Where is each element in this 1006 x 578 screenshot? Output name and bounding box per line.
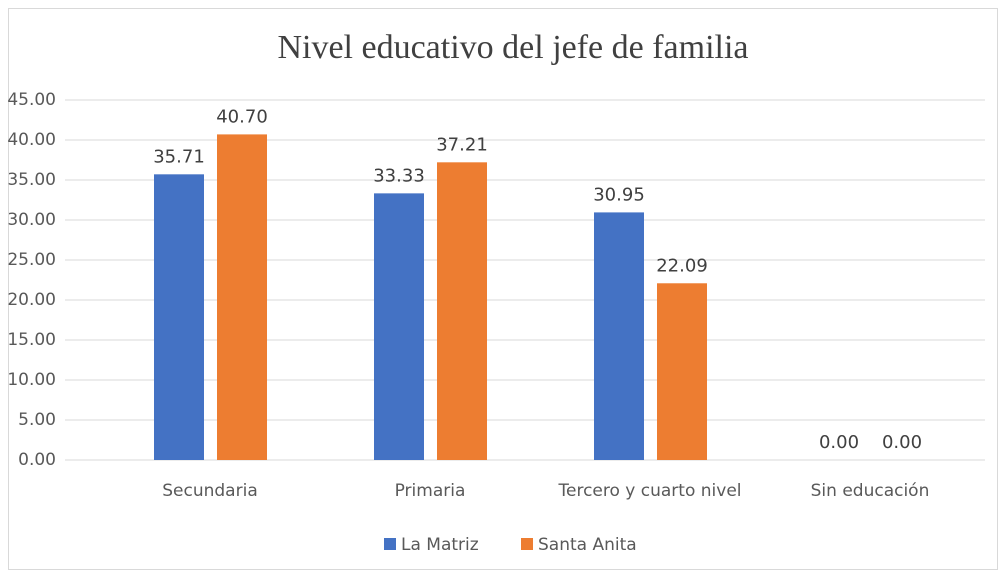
bar: [374, 193, 424, 461]
data-label: 37.21: [436, 134, 488, 155]
y-tick-label: 30.00: [7, 210, 56, 230]
data-label: 40.70: [216, 106, 268, 127]
data-label: 0.00: [882, 432, 922, 453]
y-tick-label: 40.00: [7, 130, 56, 150]
data-label: 22.09: [656, 255, 708, 276]
x-tick-label: Primaria: [395, 481, 466, 501]
bar: [594, 212, 644, 460]
y-tick-label: 15.00: [7, 330, 56, 350]
bar: [217, 134, 267, 460]
bar: [437, 162, 487, 460]
y-tick-label: 25.00: [7, 250, 56, 270]
y-tick-label: 35.00: [7, 170, 56, 190]
x-tick-label: Tercero y cuarto nivel: [558, 481, 742, 501]
data-label: 0.00: [819, 432, 859, 453]
legend-label: La Matriz: [401, 535, 479, 555]
bar: [657, 283, 707, 460]
x-tick-label: Sin educación: [811, 481, 930, 501]
legend-swatch: [384, 538, 396, 550]
data-label: 30.95: [593, 184, 645, 205]
bar: [154, 174, 204, 460]
y-tick-label: 10.00: [7, 370, 56, 390]
legend-swatch: [521, 538, 533, 550]
y-tick-label: 5.00: [18, 410, 56, 430]
legend-label: Santa Anita: [538, 535, 637, 555]
y-tick-label: 0.00: [18, 450, 56, 470]
y-tick-label: 45.00: [7, 90, 56, 110]
x-tick-label: Secundaria: [162, 481, 257, 501]
chart-title: Nivel educativo del jefe de familia: [277, 29, 748, 66]
data-label: 33.33: [373, 165, 425, 186]
y-tick-label: 20.00: [7, 290, 56, 310]
data-label: 35.71: [153, 146, 205, 167]
